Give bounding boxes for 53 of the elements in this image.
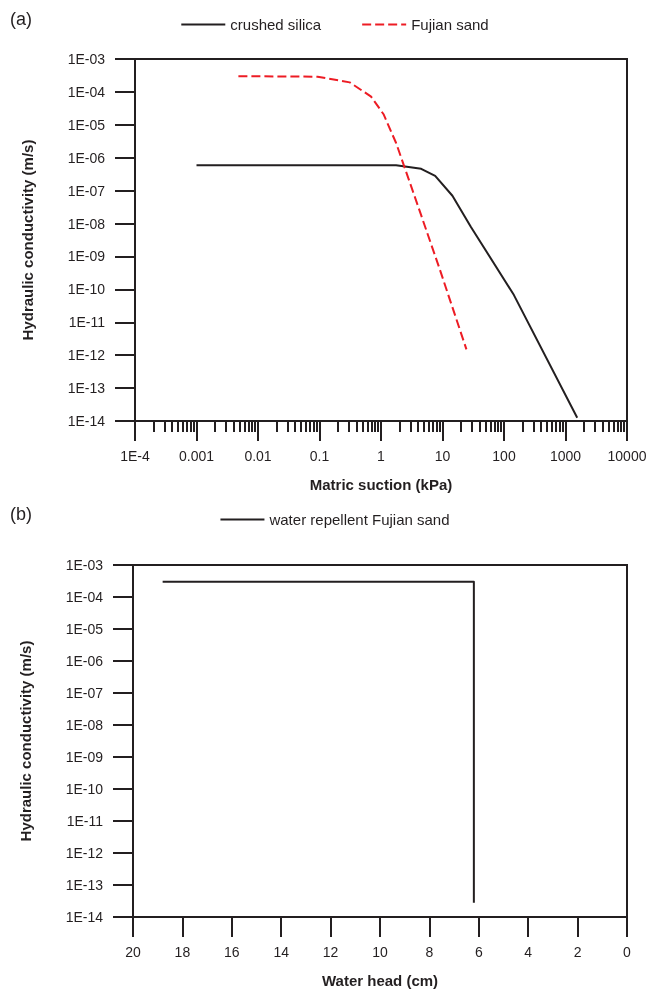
y-tick-label: 1E-05 <box>65 621 104 637</box>
y-tick-label: 1E-09 <box>67 248 106 265</box>
x-tick-label: 0.1 <box>309 448 330 464</box>
x-tick-label: 20 <box>125 944 141 960</box>
y-tick-label: 1E-12 <box>67 347 106 364</box>
y-tick-label: 1E-05 <box>67 116 106 133</box>
y-tick-label: 1E-13 <box>65 877 104 893</box>
y-tick-label: 1E-06 <box>67 149 106 166</box>
y-tick-label: 1E-14 <box>65 909 104 925</box>
y-tick-label: 1E-08 <box>65 717 104 733</box>
x-tick-label: 0.001 <box>178 448 215 464</box>
y-tick-label: 1E-07 <box>65 685 104 701</box>
x-tick-label: 4 <box>524 944 533 960</box>
y-axis-title: Hydraulic conductivity (m/s) <box>17 640 34 842</box>
x-tick-label: 2 <box>573 944 582 960</box>
x-tick-label: 8 <box>425 944 434 960</box>
y-tick-label: 1E-14 <box>67 413 106 429</box>
y-tick-label: 1E-04 <box>65 589 104 605</box>
x-tick-label: 12 <box>322 944 339 960</box>
x-axis-title: Water head (cm) <box>321 972 439 989</box>
x-tick-label: 1000 <box>549 448 582 464</box>
x-tick-label: 1E-4 <box>120 448 150 464</box>
text: (b) <box>10 504 32 524</box>
x-tick-label: 14 <box>273 944 290 960</box>
x-tick-label: 6 <box>474 944 483 960</box>
y-tick-label: 1E-10 <box>67 281 106 298</box>
y-tick-label: 1E-04 <box>67 83 106 100</box>
x-tick-label: 18 <box>174 944 191 960</box>
y-tick-label: 1E-07 <box>67 182 106 199</box>
y-tick-label: 1E-11 <box>68 314 106 331</box>
x-tick-label: 10 <box>434 448 451 464</box>
legend-label: Fujian sand <box>411 16 489 33</box>
y-tick-label: 1E-12 <box>65 845 104 861</box>
y-tick-label: 1E-09 <box>65 749 104 765</box>
legend-label: crushed silica <box>230 16 322 33</box>
x-tick-label: 1 <box>377 448 386 464</box>
y-tick-label: 1E-06 <box>65 653 104 669</box>
x-tick-label: 10000 <box>607 448 647 464</box>
y-tick-label: 1E-08 <box>67 215 106 232</box>
text: (a) <box>10 9 32 29</box>
x-tick-label: 10 <box>372 944 388 960</box>
x-tick-label: 0.01 <box>244 448 272 464</box>
x-tick-label: 0 <box>623 944 632 960</box>
y-tick-label: 1E-03 <box>67 51 106 67</box>
y-tick-label: 1E-10 <box>65 781 104 797</box>
x-tick-label: 16 <box>224 944 240 960</box>
x-axis-title: Matric suction (kPa) <box>309 476 453 493</box>
y-tick-label: 1E-13 <box>67 380 106 397</box>
y-tick-label: 1E-11 <box>66 813 104 829</box>
y-axis-title: Hydraulic conductivity (m/s) <box>19 139 36 341</box>
x-tick-label: 100 <box>492 448 516 464</box>
legend-label: water repellent Fujian sand <box>268 511 450 528</box>
y-tick-label: 1E-03 <box>65 557 104 573</box>
